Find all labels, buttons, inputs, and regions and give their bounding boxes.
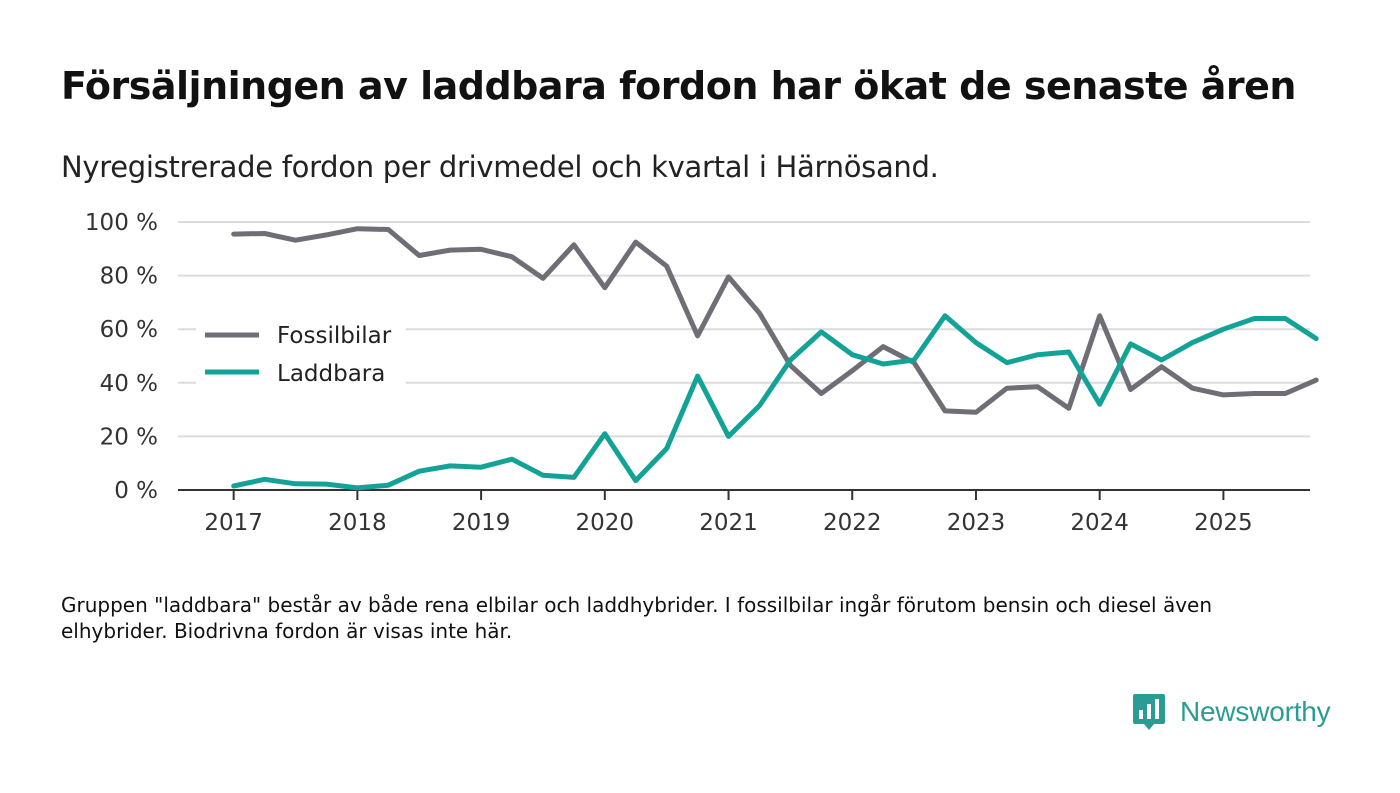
- series-lines: [231, 226, 1319, 491]
- y-tick-label: 60 %: [100, 317, 158, 343]
- x-tick-label: 2024: [1070, 510, 1129, 536]
- x-tick-label: 2021: [699, 510, 758, 536]
- series-line-laddbara: [231, 313, 1319, 491]
- y-tick-label: 0 %: [114, 478, 158, 504]
- y-tick-label: 80 %: [100, 264, 158, 290]
- chart-subtitle: Nyregistrerade fordon per drivmedel och …: [61, 150, 939, 184]
- y-tick-label: 100 %: [85, 210, 158, 236]
- x-tick-label: 2018: [328, 510, 387, 536]
- legend: Fossilbilar Laddbara: [196, 312, 406, 394]
- series-line-fossilbilar: [231, 226, 1319, 415]
- gridlines: [178, 221, 1310, 438]
- chart-title: Försäljningen av laddbara fordon har öka…: [61, 64, 1296, 108]
- line-chart: 0 % 20 % 40 % 60 % 80 % 100 % 2017 2018 2019 202…: [85, 210, 1319, 536]
- y-tick-label: 40 %: [100, 371, 158, 397]
- y-axis-ticks: 0 % 20 % 40 % 60 % 80 % 100 %: [85, 210, 158, 504]
- legend-label-laddbara: Laddbara: [277, 361, 385, 387]
- x-tick-label: 2022: [823, 510, 882, 536]
- footnote: Gruppen "laddbara" består av både rena e…: [61, 593, 1213, 643]
- newsworthy-logo-text: Newsworthy: [1180, 696, 1331, 727]
- x-tick-label: 2025: [1194, 510, 1253, 536]
- x-tick-label: 2019: [452, 510, 511, 536]
- x-axis-ticks: 2017 2018 2019 2020 2021 2022 2023 2024 2025: [178, 489, 1310, 536]
- y-tick-label: 20 %: [100, 424, 158, 450]
- legend-label-fossilbilar: Fossilbilar: [277, 323, 392, 349]
- x-tick-label: 2017: [204, 510, 263, 536]
- x-tick-label: 2020: [576, 510, 635, 536]
- newsworthy-logo-icon: [1133, 694, 1165, 730]
- legend-background: [196, 312, 406, 394]
- x-tick-label: 2023: [947, 510, 1006, 536]
- newsworthy-logo: Newsworthy: [1132, 690, 1331, 734]
